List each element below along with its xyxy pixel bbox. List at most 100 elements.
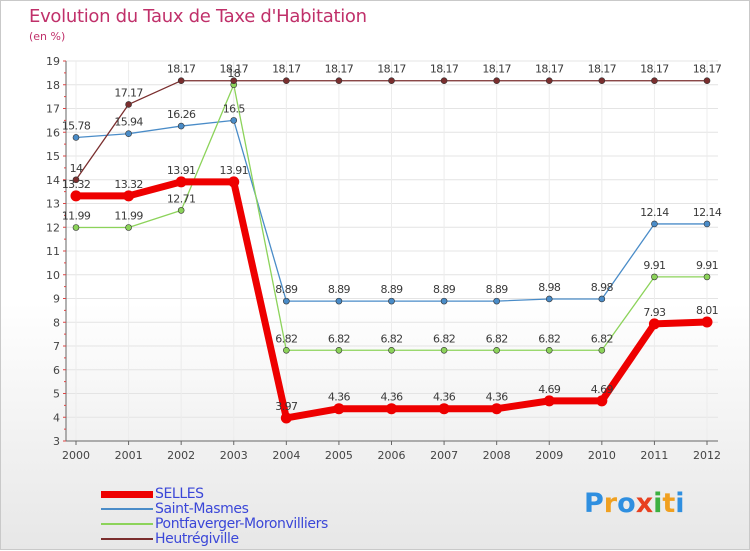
y-tick-label: 16 [46, 126, 60, 139]
data-label: 12.14 [640, 206, 669, 219]
y-tick-label: 5 [53, 388, 60, 401]
data-label: 13.91 [220, 164, 249, 177]
data-label: 18.17 [535, 63, 564, 76]
data-point [177, 207, 185, 214]
x-tick-label: 2011 [640, 449, 668, 462]
data-point [123, 190, 135, 202]
data-label: 8.98 [591, 281, 614, 294]
data-point [280, 412, 292, 424]
x-tick-label: 2007 [430, 449, 458, 462]
data-label: 8.01 [696, 304, 718, 317]
data-label: 6.82 [275, 332, 297, 345]
y-tick-label: 13 [46, 198, 60, 211]
x-tick-label: 2002 [167, 449, 195, 462]
x-tick-label: 2006 [378, 449, 406, 462]
data-label: 16.5 [223, 102, 246, 115]
data-label: 8.89 [433, 283, 456, 296]
x-tick-label: 2008 [483, 449, 511, 462]
data-label: 13.32 [114, 178, 143, 191]
data-label: 4.36 [380, 391, 403, 404]
data-point [598, 295, 606, 303]
data-label: 18.17 [588, 63, 617, 76]
data-point [493, 77, 500, 85]
data-label: 6.82 [328, 332, 350, 345]
y-tick-label: 17 [46, 103, 60, 116]
data-label: 4.36 [328, 391, 351, 404]
data-point [72, 176, 80, 184]
logo-letter: o [617, 488, 636, 519]
data-point [440, 77, 448, 85]
data-label: 6.82 [380, 332, 402, 345]
y-tick-label: 8 [53, 316, 60, 329]
data-label: 8.89 [275, 283, 298, 296]
data-point [283, 77, 290, 85]
data-label: 18.17 [430, 63, 459, 76]
data-point [440, 346, 448, 354]
data-label: 17.17 [114, 86, 143, 99]
data-point [648, 318, 660, 330]
data-point [703, 273, 711, 281]
data-label: 18.17 [272, 63, 301, 76]
data-point [177, 122, 185, 130]
data-point [545, 295, 553, 303]
x-tick-label: 2005 [325, 449, 353, 462]
legend-swatch [101, 490, 153, 498]
data-point [493, 346, 500, 354]
data-point [175, 176, 187, 188]
data-point [125, 130, 132, 137]
logo-letter: i [653, 488, 663, 519]
data-point [388, 297, 395, 305]
data-label: 18.17 [325, 63, 354, 76]
y-tick-label: 9 [53, 293, 60, 306]
data-label: 18.17 [167, 63, 196, 76]
data-point [335, 77, 343, 85]
data-label: 8.89 [380, 283, 403, 296]
y-tick-label: 3 [53, 435, 60, 448]
data-label: 18.17 [482, 63, 511, 76]
data-label: 4.69 [538, 383, 561, 396]
data-point [598, 77, 606, 85]
data-label: 18.17 [220, 63, 249, 76]
legend-label: Heutrégiville [155, 531, 239, 547]
data-label: 15.78 [62, 119, 91, 132]
y-tick-label: 7 [53, 340, 60, 353]
data-point [333, 403, 345, 415]
data-point [283, 297, 290, 305]
data-point [491, 403, 503, 415]
data-label: 18.17 [640, 63, 669, 76]
data-label: 9.91 [643, 259, 665, 272]
legend-label: Pontfaverger-Moronvilliers [155, 516, 328, 532]
legend-label: Saint-Masmes [155, 501, 249, 517]
logo-letter: x [635, 488, 654, 519]
y-tick-label: 10 [46, 269, 60, 282]
data-point [545, 346, 553, 354]
data-point [440, 297, 448, 305]
x-tick-label: 2012 [693, 449, 721, 462]
data-label: 18.17 [693, 63, 722, 76]
data-label: 6.82 [538, 332, 560, 345]
y-tick-label: 12 [46, 221, 60, 234]
x-tick-label: 2003 [220, 449, 248, 462]
data-label: 15.94 [114, 116, 143, 129]
y-tick-label: 4 [53, 411, 60, 424]
chart-title: Evolution du Taux de Taxe d'Habitation [29, 6, 367, 27]
data-point [701, 316, 713, 328]
data-label: 6.82 [486, 332, 508, 345]
legend-label: SELLES [155, 486, 204, 502]
y-axis-unit: (en %) [29, 30, 66, 43]
data-point [438, 403, 450, 415]
legend-swatch [101, 508, 153, 510]
data-label: 4.69 [591, 383, 614, 396]
data-label: 13.32 [62, 178, 91, 191]
x-tick-label: 2001 [115, 449, 143, 462]
data-label: 12.71 [167, 192, 196, 205]
data-label: 6.82 [591, 332, 613, 345]
data-point [72, 134, 80, 141]
data-label: 8.98 [538, 281, 561, 294]
data-label: 4.36 [486, 391, 509, 404]
data-point [335, 346, 343, 354]
data-point [543, 395, 555, 407]
data-label: 8.89 [328, 283, 351, 296]
